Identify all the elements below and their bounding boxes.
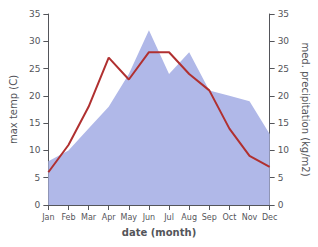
svg-text:Oct: Oct — [222, 213, 236, 222]
svg-text:5: 5 — [35, 173, 41, 183]
svg-text:35: 35 — [29, 9, 40, 19]
svg-text:30: 30 — [278, 36, 290, 46]
svg-text:max temp (C): max temp (C) — [8, 75, 19, 144]
svg-text:20: 20 — [29, 91, 41, 101]
svg-text:Jan: Jan — [41, 213, 54, 222]
svg-text:May: May — [121, 213, 138, 222]
svg-text:10: 10 — [278, 145, 290, 155]
svg-text:Nov: Nov — [242, 213, 258, 222]
svg-text:Jun: Jun — [142, 213, 156, 222]
svg-text:25: 25 — [278, 64, 289, 74]
svg-text:Sep: Sep — [202, 213, 217, 222]
svg-text:20: 20 — [278, 91, 290, 101]
svg-text:med. precipitation (kg/m2): med. precipitation (kg/m2) — [300, 42, 311, 176]
svg-text:Jul: Jul — [163, 213, 174, 222]
svg-text:Mar: Mar — [81, 213, 97, 222]
svg-text:30: 30 — [29, 36, 41, 46]
svg-text:10: 10 — [29, 145, 41, 155]
svg-text:Aug: Aug — [181, 213, 197, 222]
svg-text:15: 15 — [278, 118, 289, 128]
svg-text:0: 0 — [278, 200, 284, 210]
svg-text:35: 35 — [278, 9, 289, 19]
svg-text:15: 15 — [29, 118, 40, 128]
svg-text:Apr: Apr — [102, 213, 117, 222]
svg-text:Dec: Dec — [262, 213, 277, 222]
svg-text:Feb: Feb — [61, 213, 75, 222]
svg-text:5: 5 — [278, 173, 284, 183]
svg-text:date (month): date (month) — [122, 227, 196, 238]
svg-text:25: 25 — [29, 64, 40, 74]
svg-text:0: 0 — [35, 200, 41, 210]
